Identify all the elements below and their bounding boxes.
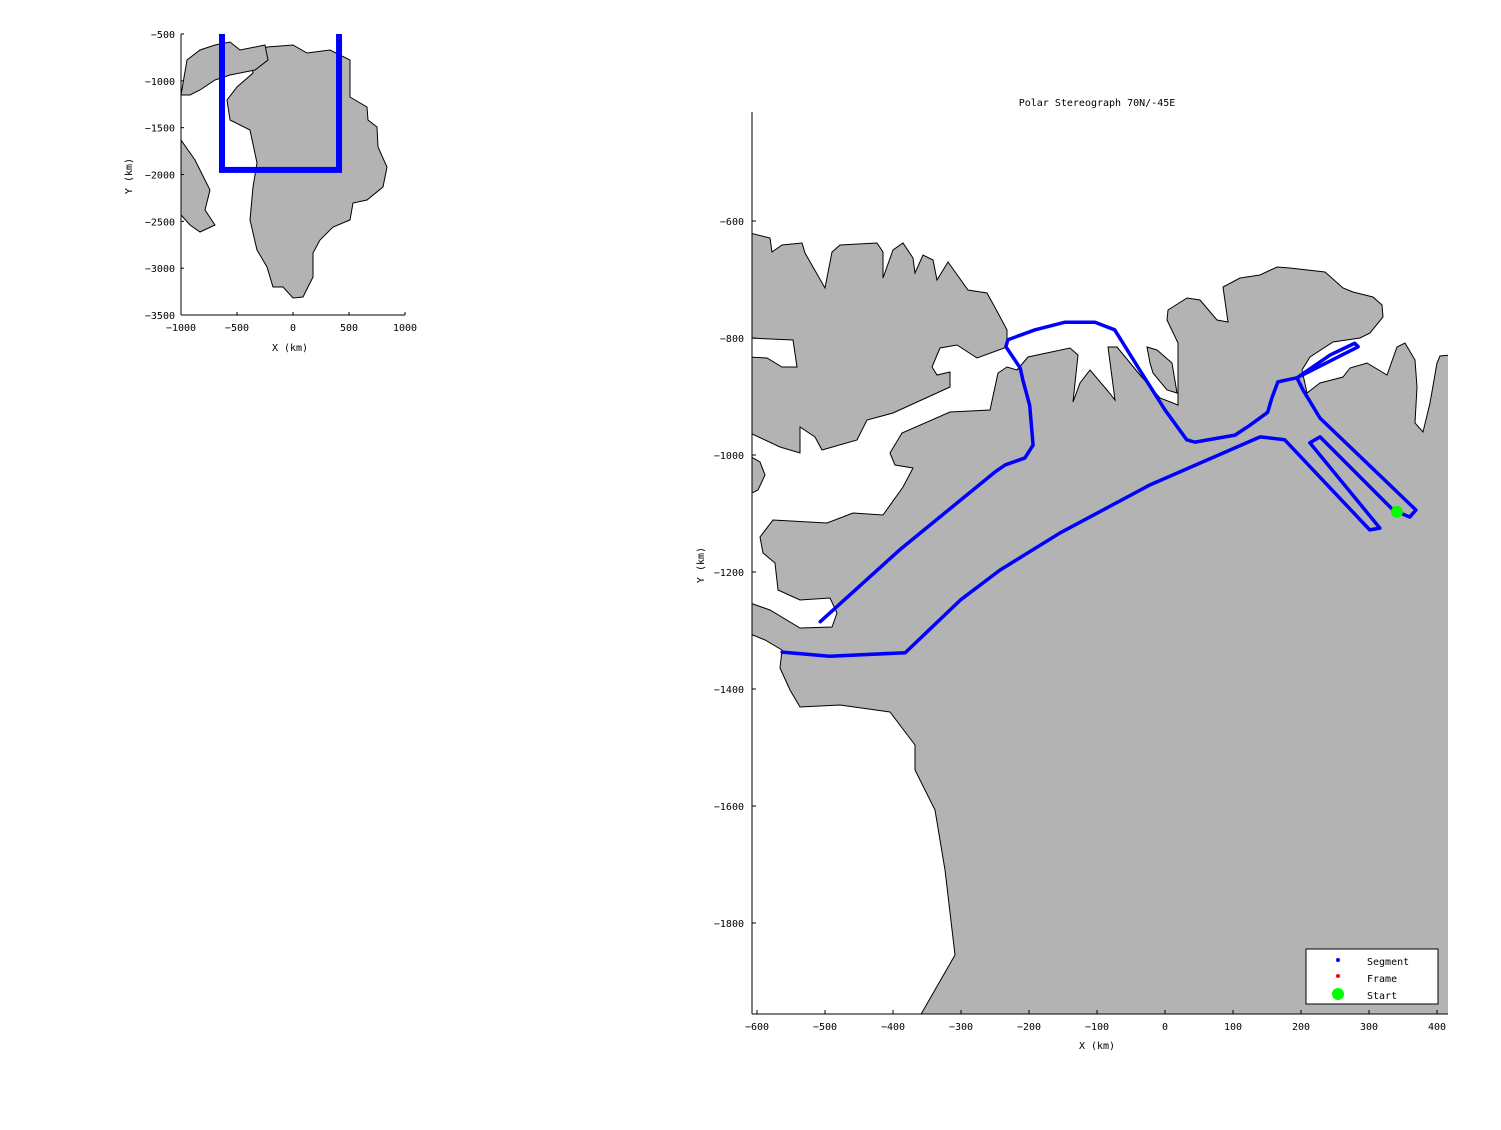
flight-track xyxy=(780,320,1418,658)
legend-label-frame: Frame xyxy=(1367,974,1397,985)
x-tick-label: 0 xyxy=(1162,1022,1168,1033)
x-tick-label: 1000 xyxy=(393,323,417,334)
x-tick-label: 100 xyxy=(1224,1022,1242,1033)
island xyxy=(1146,346,1178,394)
legend-marker-frame xyxy=(1336,974,1340,978)
y-tick-label: −1500 xyxy=(145,124,175,135)
x-tick-label: 300 xyxy=(1360,1022,1378,1033)
legend-marker-segment xyxy=(1336,958,1340,962)
y-tick-label: −1000 xyxy=(145,77,175,88)
track-segment xyxy=(818,320,1418,624)
y-tick-label: −500 xyxy=(151,30,175,41)
overview-y-label: Y (km) xyxy=(124,158,135,194)
y-tick-label: −3000 xyxy=(145,264,175,275)
water-inlet xyxy=(752,337,798,368)
y-tick-label: −2000 xyxy=(145,171,175,182)
y-tick-label: −800 xyxy=(720,334,744,345)
y-tick-label: −1800 xyxy=(714,919,744,930)
landmass xyxy=(752,456,766,494)
main-map: −600 −500 −400 −300 −200 −100 0 100 200 300 400−60… xyxy=(714,112,1448,1033)
x-tick-label: −500 xyxy=(813,1022,837,1033)
y-tick-label: −1400 xyxy=(714,685,744,696)
overview-map: −1000 −500 0 500 1000 −500 −1000 −1500 −2000 −250… xyxy=(145,30,417,334)
x-tick-label: −500 xyxy=(225,323,249,334)
legend-label-start: Start xyxy=(1367,991,1397,1002)
y-tick-label: −1600 xyxy=(714,802,744,813)
overview-x-label: X (km) xyxy=(272,343,308,354)
track-segment xyxy=(780,435,1397,658)
y-tick-label: −1000 xyxy=(714,451,744,462)
main-x-label: X (km) xyxy=(1079,1041,1115,1052)
legend-marker-start xyxy=(1332,988,1344,1000)
x-tick-label: −400 xyxy=(881,1022,905,1033)
coastline-land xyxy=(752,232,1448,1014)
landmass xyxy=(181,139,216,233)
x-tick-label: 400 xyxy=(1428,1022,1446,1033)
extent-box xyxy=(218,34,343,173)
start-marker xyxy=(1390,505,1403,518)
main-title: Polar Stereograph 70N/-45E xyxy=(1019,98,1176,109)
x-tick-label: −300 xyxy=(949,1022,973,1033)
x-tick-label: −600 xyxy=(745,1022,769,1033)
x-tick-label: 500 xyxy=(340,323,358,334)
landmass xyxy=(752,232,1008,454)
x-tick-label: 200 xyxy=(1292,1022,1310,1033)
legend-label-segment: Segment xyxy=(1367,957,1409,968)
y-tick-label: −3500 xyxy=(145,311,175,322)
legend: Segment Frame Start xyxy=(1305,948,1439,1005)
legend-box xyxy=(1305,948,1439,1005)
x-tick-label: −200 xyxy=(1017,1022,1041,1033)
y-tick-label: −600 xyxy=(720,217,744,228)
x-tick-label: 0 xyxy=(290,323,296,334)
x-tick-label: −1000 xyxy=(166,323,196,334)
y-tick-label: −1200 xyxy=(714,568,744,579)
y-tick-label: −2500 xyxy=(145,217,175,228)
main-y-label: Y (km) xyxy=(696,547,707,583)
landmass xyxy=(752,266,1448,1014)
x-tick-label: −100 xyxy=(1085,1022,1109,1033)
